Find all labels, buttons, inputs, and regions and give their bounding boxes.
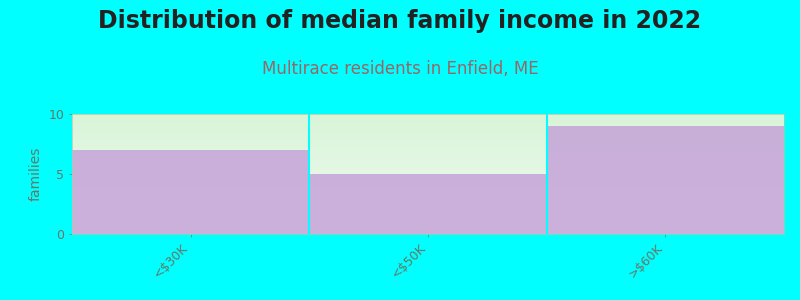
Text: Multirace residents in Enfield, ME: Multirace residents in Enfield, ME [262,60,538,78]
Bar [310,174,546,234]
Bar [546,126,784,234]
Bar [72,150,310,234]
Y-axis label: families: families [29,147,43,201]
Text: Distribution of median family income in 2022: Distribution of median family income in … [98,9,702,33]
